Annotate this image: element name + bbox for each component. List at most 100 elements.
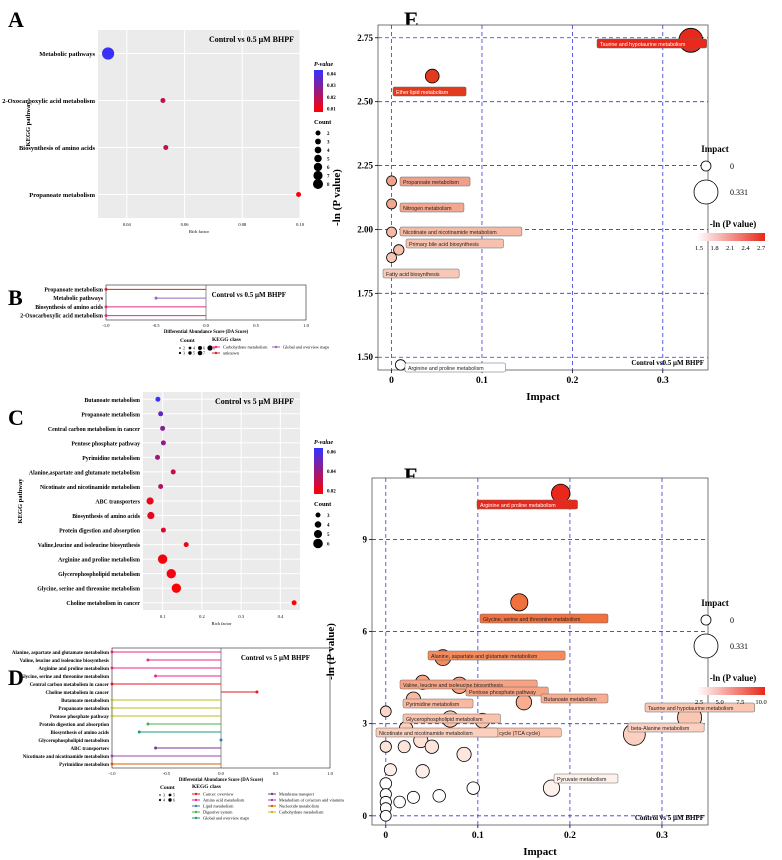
category-label: Pyrimidine metabolism [59,763,110,768]
legend-count-value: 2 [327,132,330,137]
x-tick-label: 0.04 [123,222,132,227]
data-point [424,68,440,84]
lollipop-dot [110,666,114,670]
category-label: Valine, leucine and isoleucine biosynthe… [20,659,109,664]
point-label-box [427,650,566,661]
y-tick-label: 1.75 [357,288,373,298]
point-label-box [540,693,609,704]
legend-count-value: 6 [173,798,175,803]
point-label-box [375,727,499,738]
legend-count-dot [168,798,172,802]
category-label: Alanine,aspartate and glutamate metaboli… [29,470,140,476]
legend-count-value: 6 [327,166,330,171]
legend-impact-title: Impact [701,598,729,608]
data-point [183,542,189,548]
legend-class-dot [194,792,198,796]
point-label: Glycerophospholipid metabolism [406,717,483,723]
data-point [394,359,407,371]
data-point [542,779,561,797]
point-label-box [404,362,506,373]
panel-annotation: Control vs 5 μM BHPF [635,814,704,822]
legend-count-value: 4 [327,524,330,529]
panel-letter-b: B [8,285,23,310]
point-label-box [465,686,549,697]
panel-e: 0 0.1 0.2 0.31.501.752.002.252.502.75Impact… [331,24,766,403]
legend-count-value: 6 [327,543,330,548]
lollipop-dot [110,682,114,686]
x-tick-label: 0 [383,831,388,841]
legend-impact-value: 0.331 [730,642,748,651]
data-point [456,746,472,762]
legend-impact-large [693,179,719,205]
data-point [379,740,392,753]
legend-class-dot [194,798,198,802]
legend-count-dot [313,538,323,549]
data-point [386,198,397,210]
legend-p-tick: 0.02 [327,96,336,101]
y-tick-label: 2.50 [357,97,373,107]
legend-impact-title: Impact [701,144,729,154]
legend-count-value: 6 [203,346,205,351]
point-label-box [399,176,471,187]
lollipop-dot [104,305,108,309]
x-tick-label: 0.3 [238,614,244,619]
data-point [393,795,406,809]
panel-c: Control vs 5 μM BHPF Butanoate metabolism… [17,392,336,626]
legend-count-value: 8 [327,183,330,188]
legend-class-label: Membrane transport [279,792,315,797]
legend-p-tick: 0.06 [327,451,336,456]
legend-count-value: 3 [163,793,165,798]
point-label: Taurine and hypotaurine metabolism [648,706,734,712]
data-point [386,252,397,263]
lollipop-dot [255,690,259,694]
data-point [170,469,176,475]
category-label: Pentose phosphate pathway [50,715,110,720]
y-tick-label: 2.00 [357,224,373,234]
lollipop-dot [154,296,158,300]
point-label: Taurine and hypotaurine metabolism [600,42,686,48]
data-point [466,781,480,795]
panel-subtitle: Control vs 0.5 μM BHPF [209,35,294,44]
legend-count-title: Count [180,338,195,344]
lollipop-dot [146,658,150,662]
legend-p-title: P-value [314,440,333,446]
category-label: Biosynthesis of amino acids [51,731,110,736]
data-point [166,568,176,579]
category-label: Alanine, aspartate and glutamate metabol… [12,651,110,656]
x-tick-label: -1.0 [108,771,116,776]
point-label: Nitrogen metabolism [403,206,452,212]
legend-p-tick: 0.04 [327,72,336,77]
legend-count-dot [188,351,192,355]
legend-color-title: -ln (P value) [710,219,757,229]
legend-count-value: 4 [193,346,195,351]
data-point [160,440,166,446]
point-label: Primary bile acid biosynthesis [409,242,479,248]
legend-colorbar [314,448,323,494]
category-label: Nicotinate and nicotinamide metabolism [40,485,140,491]
category-label: Valine,leucine and isoleucine biosynthes… [38,543,141,549]
category-label: Propanoate metabolism [58,707,109,712]
legend-class-label: Carbohydrate metabolism [223,345,268,350]
legend-class-dot [214,351,218,355]
point-label: Arginine and proline metabolism [480,503,556,509]
data-point [386,226,397,238]
point-label: Propanoate metabolism [403,180,460,186]
x-tick-label: 0.5 [273,771,279,776]
point-label: Nicotinate and nicotinamide metabolism [379,731,473,737]
legend-count-dot [314,521,322,528]
lollipop-dot [137,730,141,734]
x-tick-label: 0.0 [203,323,209,328]
point-label-box [392,86,467,97]
legend-color-tick: 2.5 [695,699,703,706]
legend-count-title: Count [314,119,332,126]
lollipop-dot [110,698,114,702]
legend-count-value: 3 [327,514,330,519]
legend-count-dot [168,793,172,797]
category-label: Propanoate metabolism [44,287,103,293]
point-label-box [405,238,504,249]
x-tick-label: 0.2 [199,614,205,619]
category-label: Central carbon metabolism in cancer [48,427,141,433]
category-label: Glycine, serine and threonine metabolism [20,675,109,680]
legend-count-value: 5 [327,158,330,163]
